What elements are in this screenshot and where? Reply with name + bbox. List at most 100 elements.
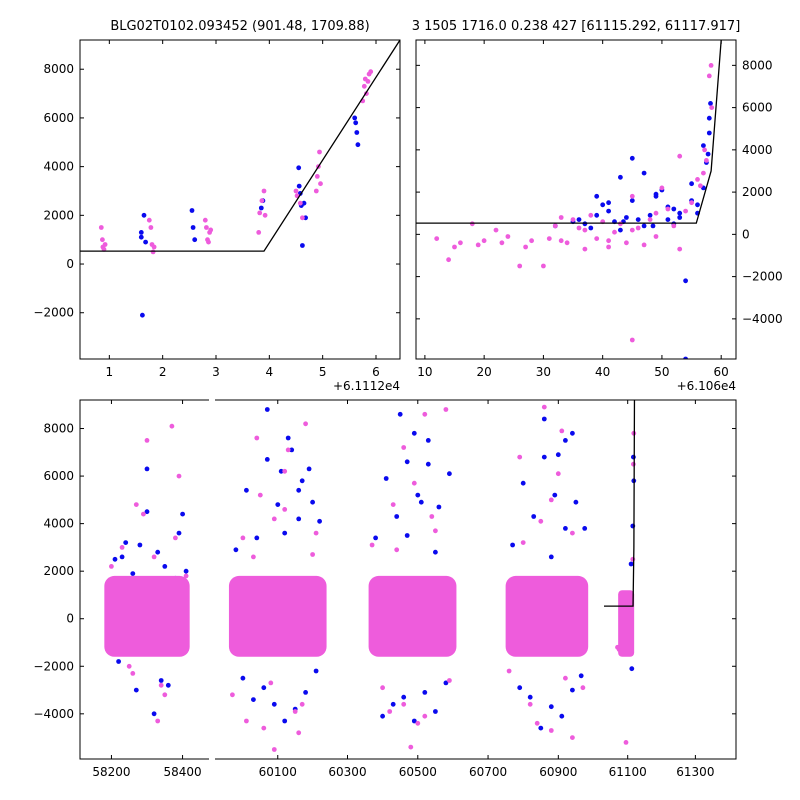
data-point-blue bbox=[665, 217, 671, 223]
data-point-pink bbox=[292, 709, 298, 714]
data-point-blue bbox=[606, 200, 611, 206]
data-point-blue bbox=[635, 217, 641, 223]
data-point-pink bbox=[268, 680, 274, 686]
data-point-pink bbox=[183, 573, 189, 579]
data-point-pink bbox=[698, 183, 703, 189]
data-point-pink bbox=[368, 69, 374, 75]
panel-top-left: BLG02T0102.093452 (901.48, 1709.88) 1 2 3 4 5… bbox=[33, 19, 401, 393]
data-point-pink bbox=[704, 158, 709, 163]
data-point-pink bbox=[257, 492, 263, 498]
data-point-pink bbox=[570, 735, 575, 740]
data-point-blue bbox=[683, 278, 688, 284]
data-point-blue bbox=[180, 511, 186, 517]
x-tick-label: 60300 bbox=[328, 765, 366, 779]
data-point-pink bbox=[158, 682, 164, 688]
data-point-pink bbox=[659, 185, 665, 191]
data-point-blue bbox=[282, 718, 288, 724]
x-tick-label: 30 bbox=[536, 365, 551, 379]
data-point-blue bbox=[285, 435, 291, 441]
x-tick-label: 3 bbox=[212, 365, 220, 379]
data-point-pink bbox=[623, 740, 629, 745]
data-point-pink bbox=[564, 240, 570, 246]
data-point-pink bbox=[546, 236, 552, 242]
dense-cluster-season-1 bbox=[104, 575, 190, 657]
data-point-pink bbox=[300, 215, 305, 221]
data-point-blue bbox=[594, 193, 600, 199]
data-point-blue bbox=[618, 227, 623, 233]
y-tick-label: 0 bbox=[742, 227, 750, 241]
panel-top-right: 3 1505 1716.0 0.238 427 [61115.292, 6111… bbox=[412, 19, 783, 393]
data-point-blue bbox=[306, 466, 312, 472]
data-point-pink bbox=[558, 215, 564, 220]
data-point-pink bbox=[240, 535, 246, 541]
y-tick-label: 0 bbox=[66, 612, 74, 626]
data-point-pink bbox=[261, 725, 267, 731]
data-point-blue bbox=[355, 142, 361, 148]
data-point-pink bbox=[303, 421, 308, 427]
data-point-blue bbox=[570, 430, 575, 436]
y-tick-label: −2000 bbox=[33, 659, 74, 673]
data-point-blue bbox=[116, 659, 121, 664]
data-point-blue bbox=[158, 678, 164, 683]
data-point-blue bbox=[141, 212, 147, 218]
data-point-blue bbox=[296, 165, 302, 171]
data-point-blue bbox=[650, 223, 656, 229]
data-point-blue bbox=[404, 459, 410, 465]
data-point-pink bbox=[558, 238, 564, 244]
data-point-pink bbox=[631, 461, 636, 467]
data-point-pink bbox=[151, 244, 157, 250]
data-point-blue bbox=[254, 535, 260, 541]
x-tick-label: 61300 bbox=[676, 765, 714, 779]
data-point-pink bbox=[173, 535, 178, 541]
dense-cluster-season-3 bbox=[368, 575, 457, 657]
x-tick-label: 1 bbox=[106, 365, 114, 379]
data-point-blue bbox=[618, 174, 623, 180]
data-point-pink bbox=[98, 225, 104, 230]
data-point-pink bbox=[361, 83, 367, 89]
data-point-blue bbox=[641, 170, 647, 176]
data-point-blue bbox=[296, 183, 302, 189]
data-point-blue bbox=[433, 549, 438, 555]
data-point-blue bbox=[541, 416, 547, 422]
model-line bbox=[80, 40, 400, 252]
data-point-pink bbox=[523, 244, 528, 250]
data-point-pink bbox=[582, 227, 588, 233]
data-point-blue bbox=[138, 234, 144, 240]
x-tick-label: 6 bbox=[372, 365, 380, 379]
data-point-pink bbox=[256, 230, 262, 235]
x-tick-label: 2 bbox=[159, 365, 167, 379]
x-tick-label: 58200 bbox=[92, 765, 130, 779]
data-point-pink bbox=[259, 198, 265, 204]
plot-area bbox=[104, 400, 637, 752]
data-point-pink bbox=[169, 423, 175, 429]
data-point-blue bbox=[570, 687, 575, 693]
data-point-blue bbox=[317, 518, 322, 524]
data-point-pink bbox=[369, 542, 375, 548]
data-point-pink bbox=[541, 263, 546, 269]
data-point-blue bbox=[278, 468, 284, 474]
y-tick-label: −2000 bbox=[742, 270, 783, 284]
dense-cluster-season-5 bbox=[618, 590, 635, 657]
data-point-pink bbox=[271, 516, 277, 522]
data-point-blue bbox=[300, 243, 305, 248]
data-point-pink bbox=[202, 217, 208, 223]
data-point-pink bbox=[481, 238, 487, 244]
x-offset-label: +6.106e4 bbox=[677, 379, 736, 393]
data-point-blue bbox=[353, 120, 359, 126]
data-point-blue bbox=[155, 549, 161, 555]
data-point-blue bbox=[251, 697, 256, 702]
data-point-pink bbox=[130, 671, 136, 676]
x-tick-label: 60100 bbox=[259, 765, 297, 779]
data-point-blue bbox=[629, 666, 635, 672]
data-point-pink bbox=[282, 468, 288, 474]
y-tick-label: 2000 bbox=[43, 564, 74, 578]
data-point-pink bbox=[706, 73, 712, 79]
data-point-blue bbox=[137, 542, 143, 548]
data-point-blue bbox=[354, 130, 360, 135]
data-point-blue bbox=[303, 690, 308, 695]
data-point-blue bbox=[112, 556, 118, 562]
x-tick-label: 60500 bbox=[399, 765, 437, 779]
data-point-pink bbox=[162, 692, 168, 698]
data-point-blue bbox=[548, 554, 554, 560]
